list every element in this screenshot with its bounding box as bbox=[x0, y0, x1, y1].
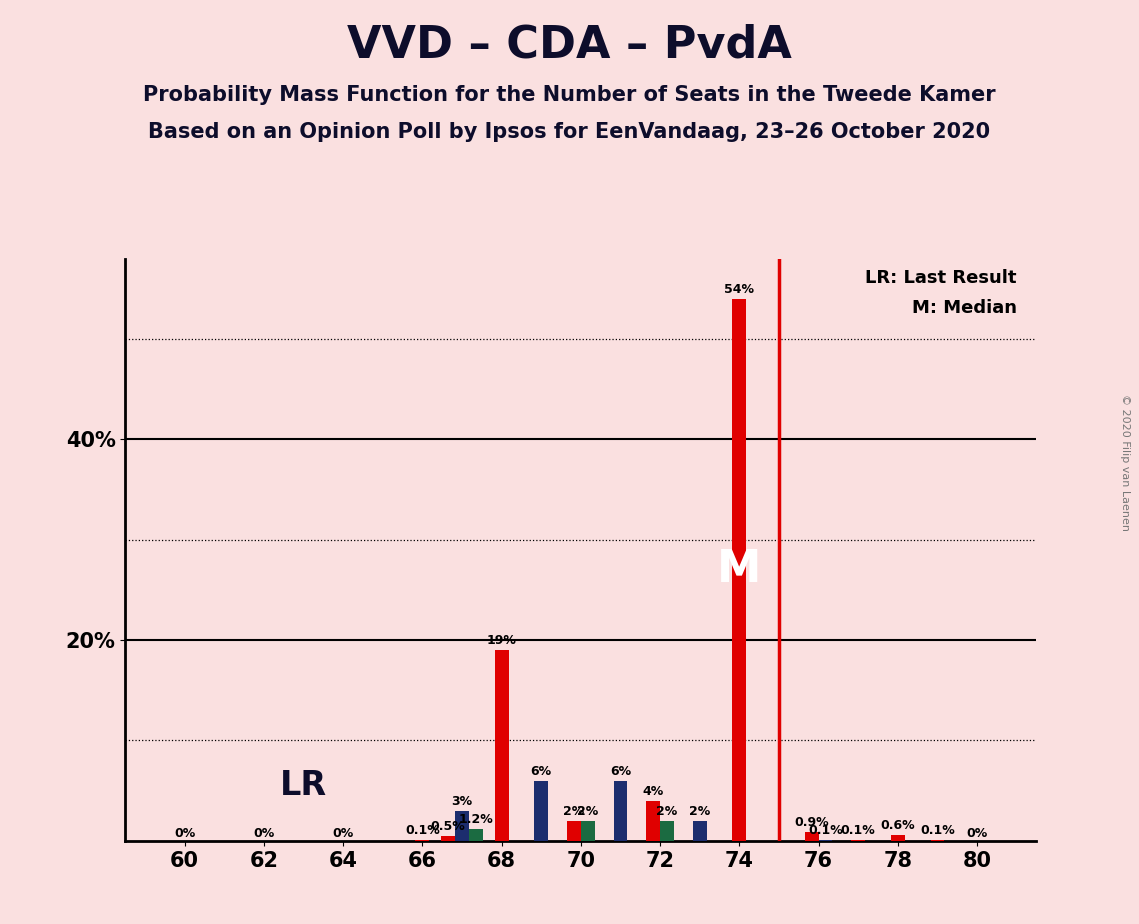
Text: Based on an Opinion Poll by Ipsos for EenVandaag, 23–26 October 2020: Based on an Opinion Poll by Ipsos for Ee… bbox=[148, 122, 991, 142]
Bar bbox=[891, 834, 904, 841]
Text: 4%: 4% bbox=[642, 784, 664, 797]
Bar bbox=[931, 840, 944, 841]
Text: VVD – CDA – PvdA: VVD – CDA – PvdA bbox=[347, 23, 792, 67]
Bar bbox=[581, 821, 595, 841]
Text: 2%: 2% bbox=[689, 805, 711, 818]
Text: 0.1%: 0.1% bbox=[920, 824, 954, 837]
Text: LR: Last Result: LR: Last Result bbox=[866, 269, 1017, 286]
Text: 0.5%: 0.5% bbox=[431, 820, 466, 833]
Bar bbox=[805, 832, 819, 841]
Text: 0.1%: 0.1% bbox=[841, 824, 876, 837]
Text: 0%: 0% bbox=[333, 827, 354, 840]
Text: 1.2%: 1.2% bbox=[459, 813, 493, 826]
Text: 0%: 0% bbox=[253, 827, 274, 840]
Text: 0.6%: 0.6% bbox=[880, 819, 915, 832]
Bar bbox=[567, 821, 581, 841]
Text: M: M bbox=[718, 548, 762, 591]
Bar bbox=[469, 829, 483, 841]
Text: Probability Mass Function for the Number of Seats in the Tweede Kamer: Probability Mass Function for the Number… bbox=[144, 85, 995, 105]
Bar bbox=[646, 801, 661, 841]
Bar bbox=[456, 810, 469, 841]
Bar bbox=[851, 840, 866, 841]
Bar bbox=[732, 298, 746, 841]
Text: 2%: 2% bbox=[656, 805, 678, 818]
Bar bbox=[494, 650, 509, 841]
Bar bbox=[441, 836, 456, 841]
Bar bbox=[534, 781, 548, 841]
Text: 3%: 3% bbox=[451, 795, 473, 808]
Text: 6%: 6% bbox=[531, 764, 551, 778]
Bar bbox=[416, 840, 429, 841]
Text: 0%: 0% bbox=[966, 827, 988, 840]
Bar bbox=[819, 840, 833, 841]
Text: 0.9%: 0.9% bbox=[794, 816, 829, 829]
Bar bbox=[693, 821, 706, 841]
Text: 0%: 0% bbox=[174, 827, 196, 840]
Text: 6%: 6% bbox=[611, 764, 631, 778]
Text: M: Median: M: Median bbox=[911, 298, 1017, 317]
Text: 2%: 2% bbox=[577, 805, 598, 818]
Text: 19%: 19% bbox=[486, 634, 517, 647]
Text: 0.1%: 0.1% bbox=[405, 824, 440, 837]
Text: 2%: 2% bbox=[564, 805, 584, 818]
Bar bbox=[661, 821, 674, 841]
Text: LR: LR bbox=[280, 769, 327, 802]
Text: © 2020 Filip van Laenen: © 2020 Filip van Laenen bbox=[1121, 394, 1130, 530]
Text: 54%: 54% bbox=[724, 283, 754, 296]
Text: 0.1%: 0.1% bbox=[809, 824, 843, 837]
Bar bbox=[614, 781, 628, 841]
